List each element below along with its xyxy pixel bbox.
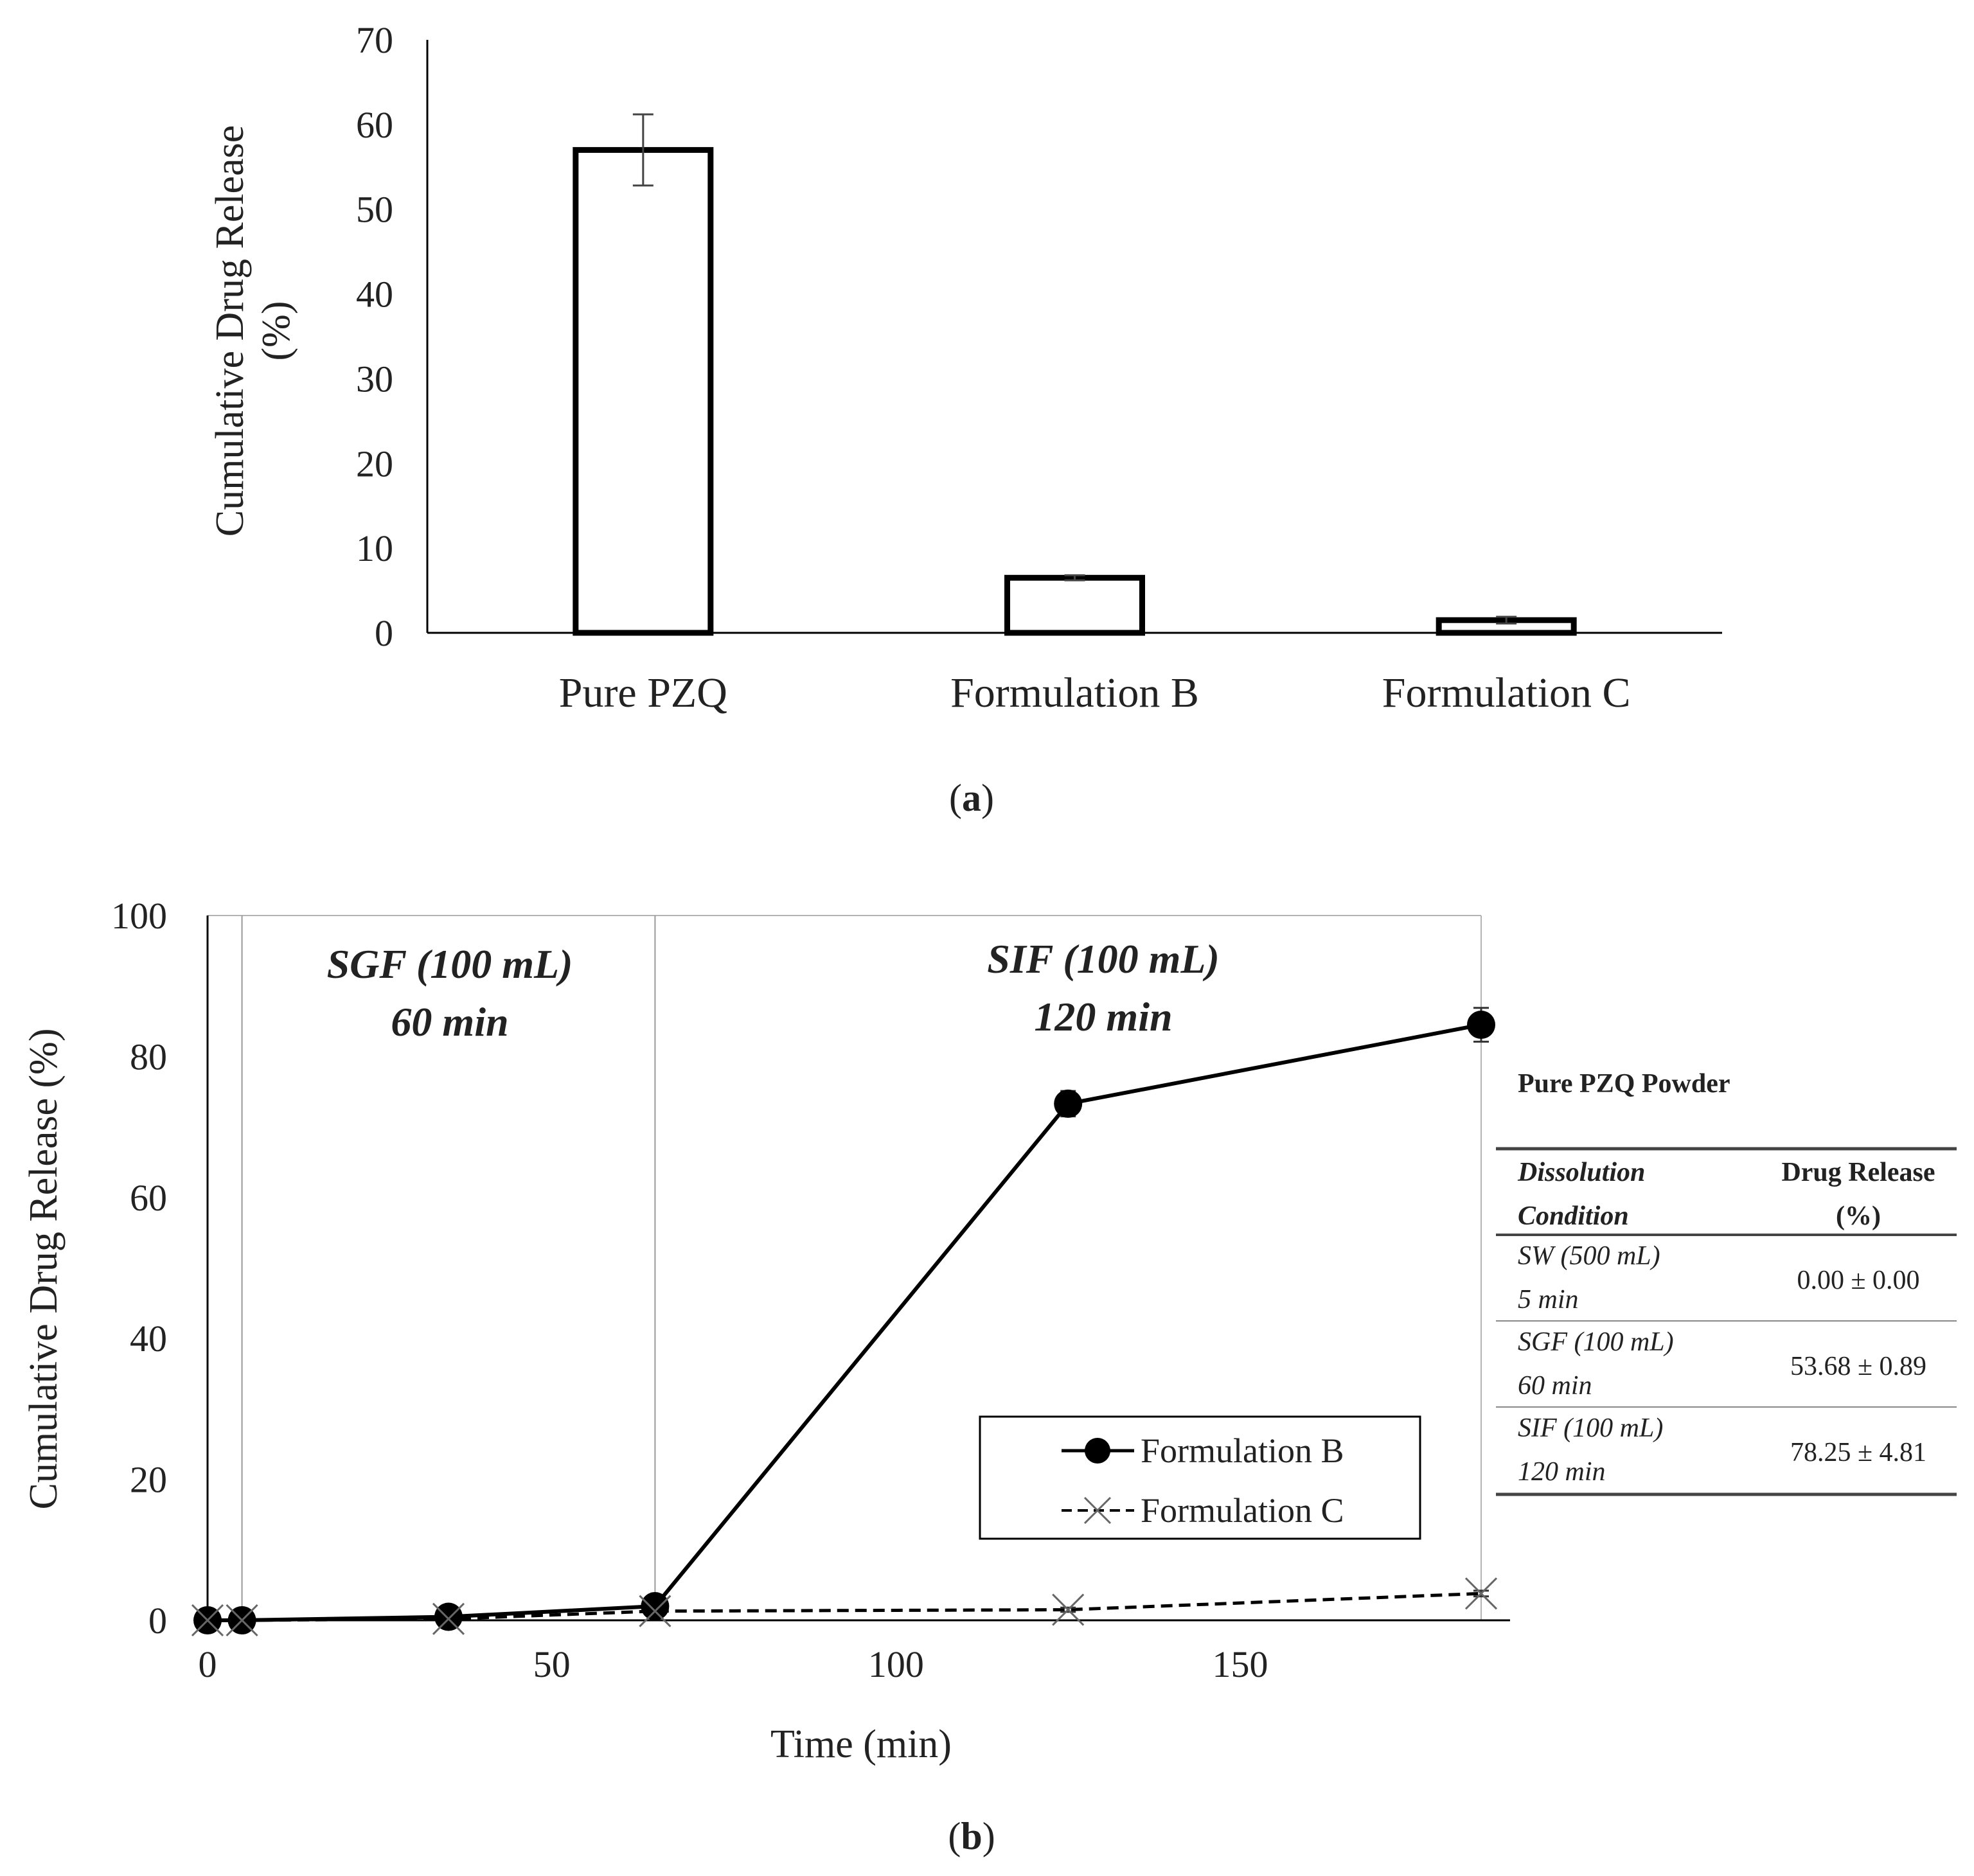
legend: Formulation B Formulation C bbox=[979, 1415, 1421, 1540]
line-chart-panel-b: 0 50 100 150 0 20 40 60 80 100 SGF (100 mL) 60 m… bbox=[22, 895, 1510, 1857]
marker-stroke-b bbox=[1464, 1577, 1498, 1610]
bar-formulation-b bbox=[1004, 574, 1145, 636]
table-row-sw-cond2: 5 min bbox=[1518, 1285, 1579, 1314]
line-x-tick-150: 150 bbox=[1213, 1643, 1268, 1685]
bar-pure-pzq bbox=[573, 146, 714, 636]
marker-formulation-b-65 bbox=[641, 1592, 670, 1621]
table-row-sif-value: 78.25 ± 4.81 bbox=[1790, 1438, 1926, 1467]
bar-chart-panel-a: 0 10 20 30 40 50 60 70 Pure PZQ Formulation B For… bbox=[208, 19, 1722, 819]
table-header-condition-line2: Condition bbox=[1518, 1201, 1629, 1231]
bar-y-tick-labels: 0 10 20 30 40 50 60 70 bbox=[356, 19, 393, 654]
marker-formulation-c-5 bbox=[226, 1604, 258, 1637]
line-y-tick-40: 40 bbox=[130, 1318, 167, 1359]
bar-series bbox=[573, 146, 1577, 636]
table-title: Pure PZQ Powder bbox=[1518, 1069, 1730, 1099]
bar-y-tick-0: 0 bbox=[375, 612, 393, 654]
error-bar-pure-pzq bbox=[632, 113, 654, 187]
line-x-tick-100: 100 bbox=[868, 1643, 924, 1685]
line-x-tick-0: 0 bbox=[199, 1643, 217, 1685]
marker-formulation-b-125 bbox=[1054, 1089, 1083, 1118]
line-y-tick-100: 100 bbox=[111, 895, 167, 937]
bar-y-axis-title-line1: Cumulative Drug Release bbox=[208, 125, 252, 537]
marker-formulation-b-35 bbox=[434, 1602, 463, 1631]
line-y-tick-80: 80 bbox=[130, 1036, 167, 1077]
bar-y-tick-60: 60 bbox=[356, 104, 393, 146]
bar-category-label-formulation-b: Formulation B bbox=[950, 669, 1199, 716]
legend-label-formulation-b: Formulation B bbox=[1141, 1431, 1344, 1470]
marker-formulation-c-0 bbox=[191, 1604, 224, 1637]
line-y-tick-0: 0 bbox=[148, 1600, 167, 1642]
bar-error-bars bbox=[632, 113, 1517, 624]
marker-stroke-b bbox=[1052, 1593, 1085, 1626]
legend-marker-formulation-b bbox=[1085, 1438, 1110, 1464]
sgf-annotation-line2: 60 min bbox=[391, 999, 508, 1045]
marker-formulation-c-125 bbox=[1052, 1593, 1085, 1626]
table-row-sif-cond2: 120 min bbox=[1518, 1457, 1606, 1487]
marker-formulation-b-185 bbox=[1467, 1011, 1495, 1040]
bar-category-label-pure-pzq: Pure PZQ bbox=[559, 669, 727, 716]
sif-annotation-line1: SIF (100 mL) bbox=[987, 936, 1220, 982]
bar-y-tick-40: 40 bbox=[356, 274, 393, 315]
line-y-tick-60: 60 bbox=[130, 1177, 167, 1219]
bar-category-label-formulation-c: Formulation C bbox=[1382, 669, 1631, 716]
marker-stroke-b bbox=[191, 1604, 224, 1637]
table-header-condition-line1: Dissolution bbox=[1517, 1158, 1645, 1187]
marker-stroke-b bbox=[226, 1604, 258, 1637]
phase-divider-lines bbox=[241, 916, 656, 1620]
error-bar-formulation-b bbox=[1064, 574, 1085, 581]
bar-y-tick-10: 10 bbox=[356, 527, 393, 569]
line-x-axis-title: Time (min) bbox=[770, 1722, 952, 1766]
bar-y-tick-20: 20 bbox=[356, 443, 393, 484]
legend-label-formulation-c: Formulation C bbox=[1141, 1491, 1344, 1530]
panel-a-label: (a) bbox=[949, 777, 994, 819]
series-markers bbox=[191, 1011, 1498, 1637]
table-row-sgf-cond2: 60 min bbox=[1518, 1371, 1592, 1401]
table-header-release-line1: Drug Release bbox=[1781, 1158, 1935, 1187]
pure-pzq-table: Pure PZQ Powder Dissolution Condition Dr… bbox=[1496, 1069, 1957, 1496]
legend-marker-formulation-c bbox=[1083, 1496, 1112, 1525]
line-y-tick-20: 20 bbox=[130, 1459, 167, 1501]
table-row-sw-cond1: SW (500 mL) bbox=[1518, 1241, 1660, 1271]
table-row-sgf-value: 53.68 ± 0.89 bbox=[1790, 1352, 1926, 1381]
legend-box bbox=[979, 1415, 1421, 1540]
line-x-tick-50: 50 bbox=[533, 1643, 571, 1685]
table-header-release-line2: (%) bbox=[1836, 1201, 1881, 1231]
marker-formulation-c-35 bbox=[432, 1602, 465, 1635]
marker-stroke-b bbox=[432, 1602, 465, 1635]
marker-formulation-c-185 bbox=[1464, 1577, 1498, 1610]
panel-b-label: (b) bbox=[948, 1815, 995, 1857]
marker-formulation-c-65 bbox=[639, 1595, 671, 1627]
bar-y-tick-50: 50 bbox=[356, 189, 393, 231]
sgf-annotation-line1: SGF (100 mL) bbox=[327, 941, 573, 987]
marker-stroke-b bbox=[639, 1595, 671, 1627]
table-row-sgf-cond1: SGF (100 mL) bbox=[1518, 1327, 1674, 1357]
line-y-axis-title: Cumulative Drug Release (%) bbox=[22, 1029, 66, 1510]
table-row-sw-value: 0.00 ± 0.00 bbox=[1797, 1266, 1919, 1295]
bar-category-labels: Pure PZQ Formulation B Formulation C bbox=[559, 669, 1631, 716]
table-row-sif-cond1: SIF (100 mL) bbox=[1518, 1413, 1663, 1443]
bar-y-tick-70: 70 bbox=[356, 19, 393, 61]
line-y-tick-labels: 0 20 40 60 80 100 bbox=[111, 895, 167, 1642]
line-x-tick-labels: 0 50 100 150 bbox=[199, 1643, 1268, 1685]
bar-y-tick-30: 30 bbox=[356, 358, 393, 400]
bar-y-axis-title-line2: (%) bbox=[254, 301, 298, 361]
sif-annotation-line2: 120 min bbox=[1034, 994, 1172, 1040]
error-bar-formulation-c bbox=[1496, 615, 1517, 624]
